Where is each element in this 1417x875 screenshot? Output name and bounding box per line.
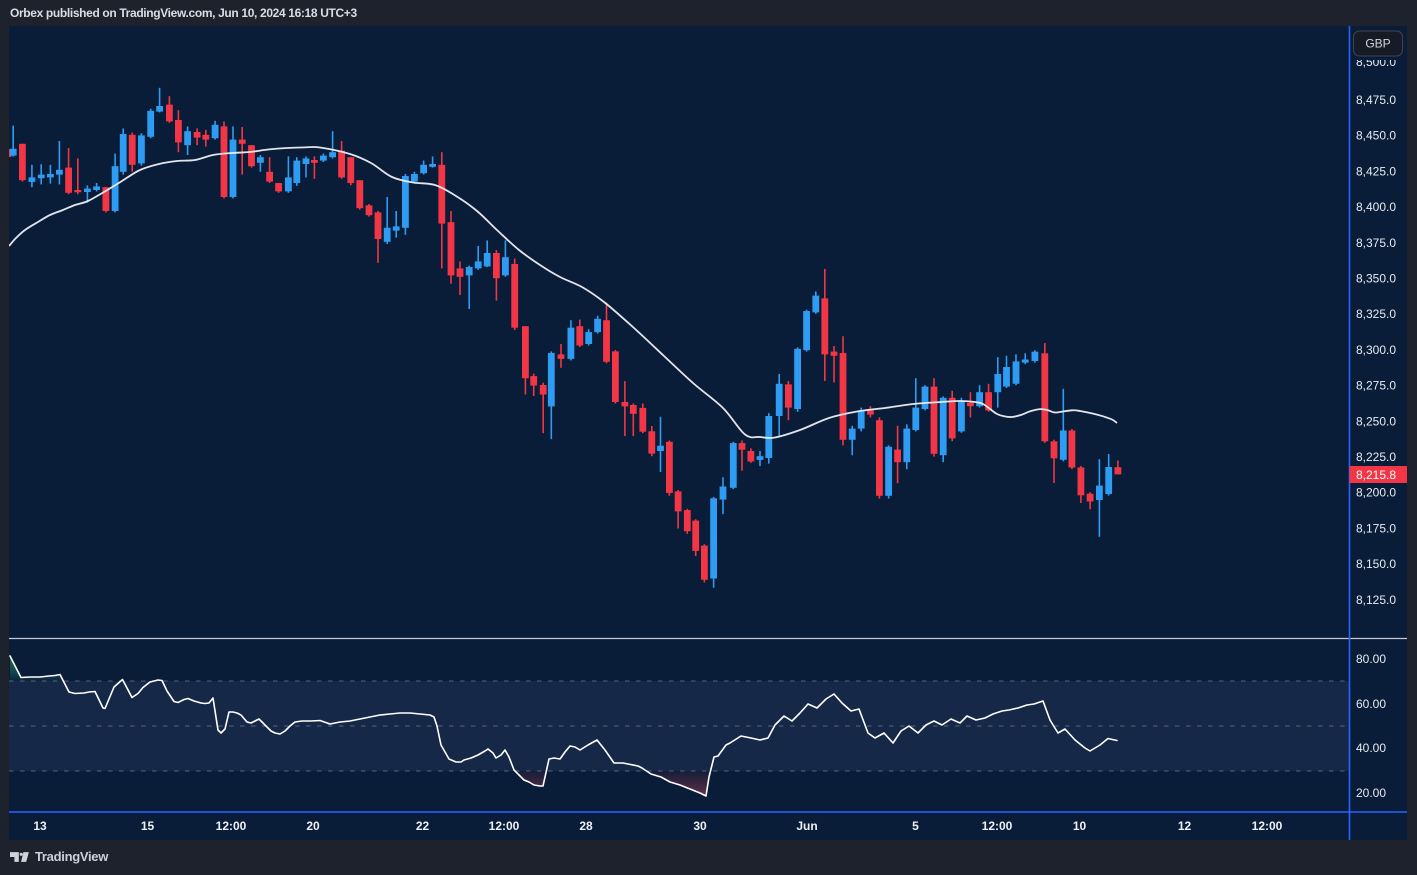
svg-text:40.00: 40.00: [1356, 741, 1386, 755]
svg-text:8,200.0: 8,200.0: [1356, 486, 1396, 500]
svg-text:30: 30: [693, 819, 707, 833]
svg-text:8,500.0: 8,500.0: [1356, 55, 1396, 69]
svg-text:15: 15: [141, 819, 155, 833]
svg-text:8,125.0: 8,125.0: [1356, 593, 1396, 607]
svg-text:5: 5: [912, 819, 919, 833]
svg-text:12: 12: [1178, 819, 1192, 833]
svg-text:13: 13: [33, 819, 47, 833]
svg-text:8,300.0: 8,300.0: [1356, 343, 1396, 357]
svg-text:12:00: 12:00: [216, 819, 247, 833]
svg-text:8,325.0: 8,325.0: [1356, 307, 1396, 321]
svg-text:10: 10: [1073, 819, 1087, 833]
svg-text:8,150.0: 8,150.0: [1356, 557, 1396, 571]
svg-text:8,400.0: 8,400.0: [1356, 200, 1396, 214]
svg-text:22: 22: [416, 819, 430, 833]
svg-text:28: 28: [579, 819, 593, 833]
svg-text:8,350.0: 8,350.0: [1356, 271, 1396, 285]
svg-text:8,225.0: 8,225.0: [1356, 450, 1396, 464]
svg-text:8,250.0: 8,250.0: [1356, 414, 1396, 428]
svg-text:8,175.0: 8,175.0: [1356, 521, 1396, 535]
svg-text:8,215.8: 8,215.8: [1356, 468, 1396, 482]
svg-text:Jun: Jun: [796, 819, 817, 833]
svg-text:12:00: 12:00: [1252, 819, 1283, 833]
svg-text:GBP: GBP: [1365, 37, 1390, 51]
svg-text:8,450.0: 8,450.0: [1356, 129, 1396, 143]
svg-text:80.00: 80.00: [1356, 652, 1386, 666]
svg-text:12:00: 12:00: [982, 819, 1013, 833]
svg-text:8,425.0: 8,425.0: [1356, 164, 1396, 178]
svg-text:12:00: 12:00: [489, 819, 520, 833]
svg-text:8,475.0: 8,475.0: [1356, 93, 1396, 107]
svg-text:8,275.0: 8,275.0: [1356, 379, 1396, 393]
svg-text:8,375.0: 8,375.0: [1356, 236, 1396, 250]
svg-text:20.00: 20.00: [1356, 786, 1386, 800]
svg-text:60.00: 60.00: [1356, 697, 1386, 711]
svg-text:20: 20: [306, 819, 320, 833]
